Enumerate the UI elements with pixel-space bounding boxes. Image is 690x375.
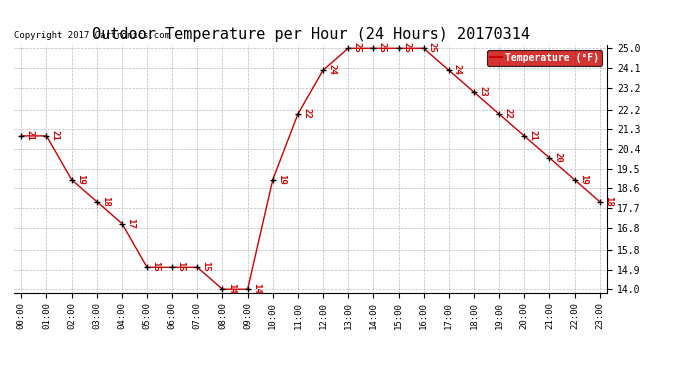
Text: 25: 25 xyxy=(377,42,386,53)
Text: 19: 19 xyxy=(76,174,85,184)
Text: 18: 18 xyxy=(101,196,110,206)
Text: 15: 15 xyxy=(177,261,186,272)
Text: 14: 14 xyxy=(252,283,261,294)
Text: 22: 22 xyxy=(302,108,311,119)
Text: 21: 21 xyxy=(529,130,538,141)
Text: 15: 15 xyxy=(201,261,210,272)
Text: 18: 18 xyxy=(604,196,613,206)
Text: 24: 24 xyxy=(327,64,336,75)
Text: 25: 25 xyxy=(403,42,412,53)
Legend: Temperature (°F): Temperature (°F) xyxy=(487,50,602,66)
Text: 19: 19 xyxy=(277,174,286,184)
Text: 21: 21 xyxy=(26,130,34,141)
Text: 25: 25 xyxy=(353,42,362,53)
Text: 20: 20 xyxy=(553,152,562,163)
Text: 19: 19 xyxy=(579,174,588,184)
Text: 17: 17 xyxy=(126,217,135,228)
Text: 21: 21 xyxy=(50,130,59,141)
Text: 15: 15 xyxy=(151,261,160,272)
Title: Outdoor Temperature per Hour (24 Hours) 20170314: Outdoor Temperature per Hour (24 Hours) … xyxy=(92,27,529,42)
Text: Copyright 2017 Cartronics.com: Copyright 2017 Cartronics.com xyxy=(14,32,170,40)
Text: 22: 22 xyxy=(503,108,512,119)
Text: 23: 23 xyxy=(478,86,487,97)
Text: 25: 25 xyxy=(428,42,437,53)
Text: 14: 14 xyxy=(226,283,236,294)
Text: 24: 24 xyxy=(453,64,462,75)
